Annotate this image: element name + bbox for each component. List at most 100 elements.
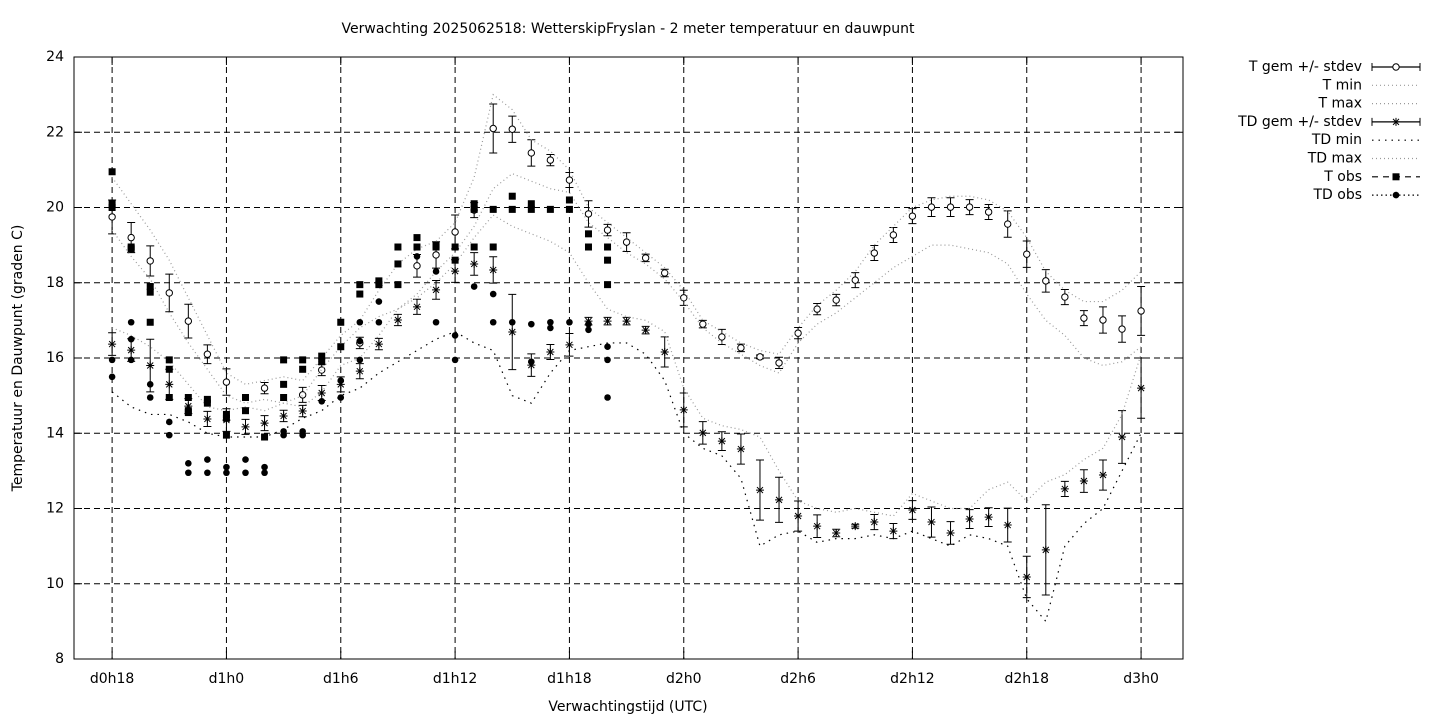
point [165, 380, 174, 389]
point [241, 394, 249, 402]
point [1079, 477, 1088, 486]
point [108, 168, 116, 176]
point [299, 431, 306, 439]
y-tick-label: 22 [46, 124, 64, 140]
point [889, 527, 898, 536]
point [1118, 433, 1127, 442]
legend-marker [1392, 191, 1400, 199]
point [413, 243, 421, 251]
point [280, 431, 287, 439]
x-tick-label: d2h6 [780, 671, 816, 687]
point [165, 431, 173, 439]
point [1023, 250, 1031, 258]
point [165, 289, 173, 297]
point [394, 281, 402, 288]
y-tick-label: 10 [46, 576, 64, 592]
point [241, 422, 250, 431]
point [1137, 307, 1145, 315]
point [546, 205, 554, 213]
point [184, 394, 192, 402]
x-tick-label: d2h18 [1005, 671, 1049, 687]
point [680, 294, 688, 302]
point [547, 318, 554, 326]
x-tick-label: d1h12 [433, 671, 477, 687]
point [222, 431, 230, 439]
point [1041, 545, 1050, 554]
point [108, 204, 116, 211]
point [375, 277, 383, 285]
y-tick-label: 12 [46, 501, 64, 517]
y-tick-label: 20 [46, 200, 64, 216]
point [984, 513, 993, 522]
point [451, 256, 459, 264]
point [603, 317, 612, 326]
point [717, 437, 726, 446]
point [527, 200, 535, 208]
point [165, 365, 173, 373]
point [356, 318, 364, 326]
point [813, 522, 822, 531]
point [203, 350, 212, 358]
point [946, 528, 955, 537]
point [527, 361, 536, 370]
point [280, 356, 288, 364]
point [451, 267, 460, 276]
point [184, 317, 193, 325]
point [299, 356, 307, 364]
point [261, 463, 268, 471]
point [432, 318, 440, 326]
point [489, 243, 497, 251]
point [604, 394, 611, 401]
point [775, 495, 784, 504]
point [489, 205, 497, 213]
legend-marker [1392, 63, 1400, 71]
point [223, 463, 230, 471]
point [585, 326, 592, 334]
point [337, 394, 345, 401]
point [279, 411, 288, 420]
point [451, 243, 459, 251]
point [508, 328, 517, 337]
point [794, 512, 803, 521]
point [546, 347, 555, 356]
point [718, 333, 726, 341]
point [565, 176, 574, 184]
x-tick-label: d2h12 [890, 671, 934, 687]
point [604, 356, 611, 364]
point [432, 243, 440, 251]
point [965, 203, 974, 211]
point [889, 231, 898, 239]
point [1060, 484, 1069, 493]
point [699, 320, 707, 328]
point [222, 378, 231, 386]
point [584, 243, 592, 251]
point [375, 281, 383, 289]
point [317, 388, 326, 397]
point [127, 318, 135, 326]
point [127, 335, 135, 343]
point [908, 506, 917, 515]
legend-label: T min [1322, 77, 1362, 93]
point [127, 356, 135, 364]
point [413, 262, 421, 270]
legend-label: T obs [1323, 169, 1362, 185]
point [565, 205, 573, 213]
x-tick-label: d3h0 [1123, 671, 1159, 687]
point [603, 226, 612, 234]
point [146, 283, 154, 291]
x-tick-label: d1h0 [209, 671, 245, 687]
point [755, 486, 764, 495]
point [337, 377, 345, 384]
point [965, 515, 974, 524]
point [1042, 277, 1050, 285]
point [604, 281, 612, 289]
x-tick-label: d1h6 [323, 671, 359, 687]
legend-label: T gem +/- stdev [1248, 59, 1362, 75]
point [927, 203, 936, 211]
point [356, 290, 364, 298]
point [204, 456, 211, 463]
point [489, 265, 498, 274]
point [336, 380, 345, 389]
point [736, 445, 745, 454]
